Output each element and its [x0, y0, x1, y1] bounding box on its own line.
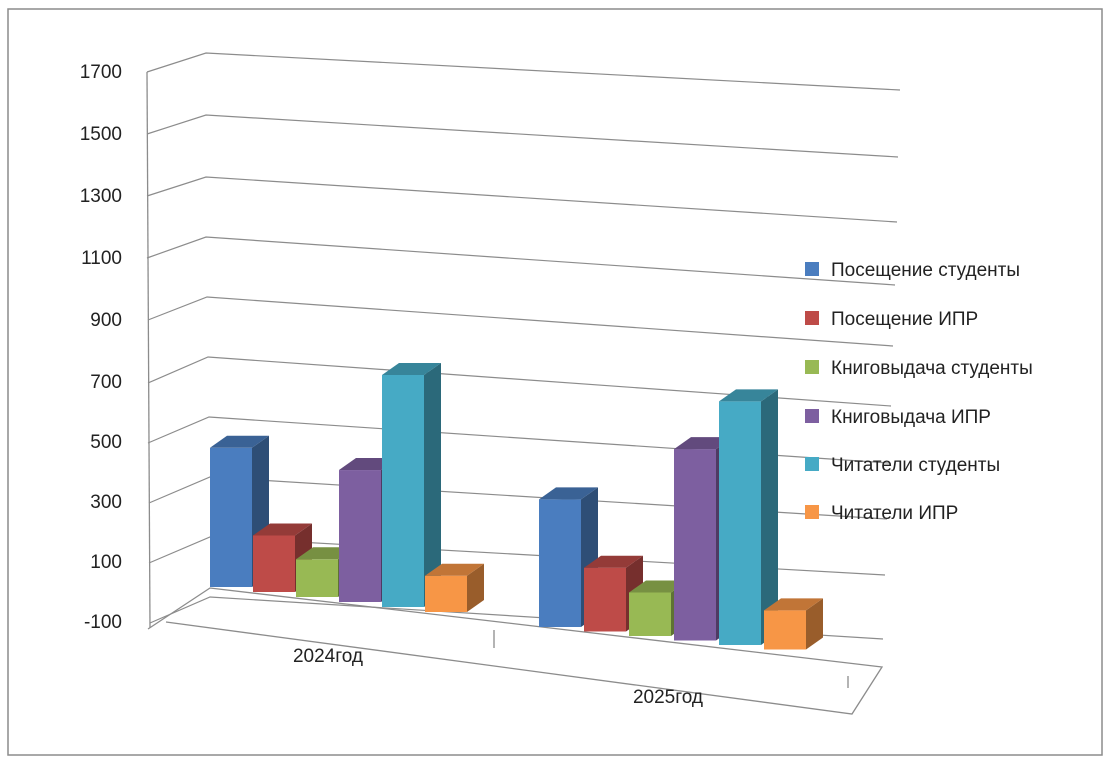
bar-top	[539, 487, 598, 500]
bar-top	[210, 435, 269, 448]
legend-swatch	[805, 360, 819, 374]
gridline	[147, 416, 890, 464]
y-tick-label: 100	[90, 552, 122, 573]
bars	[210, 363, 823, 650]
legend-swatch	[805, 505, 819, 519]
x-tick-label-2025: 2025год	[633, 687, 703, 708]
y-tick-label: 700	[90, 372, 122, 393]
bar-front	[425, 575, 467, 612]
floor-outline	[147, 587, 884, 715]
legend-swatch	[805, 311, 819, 325]
bar-front	[210, 447, 252, 587]
y-tick-label: 1300	[80, 186, 122, 207]
gridline	[147, 356, 892, 407]
bar-front	[253, 535, 295, 592]
y-tick-label: 900	[90, 310, 122, 331]
legend-swatch	[805, 409, 819, 423]
bar-top	[425, 563, 484, 576]
bar-front	[382, 375, 424, 607]
bar-side	[467, 563, 484, 612]
y-tick-label: 500	[90, 432, 122, 453]
bar	[719, 389, 778, 645]
gridline	[146, 236, 896, 286]
y-axis: 1700 1500 1300 1100 900 700 500 300 100 …	[80, 62, 122, 633]
y-tick-label: 1100	[81, 248, 122, 269]
bar	[584, 555, 643, 632]
bar-top	[584, 555, 643, 568]
bar-front	[719, 401, 761, 645]
bar-top	[629, 580, 688, 593]
legend-label: Читатели студенты	[831, 455, 1000, 476]
bar-top	[719, 389, 778, 402]
bar-front	[584, 567, 626, 632]
legend-swatch	[805, 262, 819, 276]
bar-side	[806, 598, 823, 650]
bar-side	[424, 363, 441, 607]
bar	[425, 563, 484, 612]
legend-label: Книговыдача студенты	[831, 358, 1033, 379]
legend-swatch	[805, 457, 819, 471]
legend-label: Читатели ИПР	[831, 503, 958, 524]
legend-label: Книговыдача ИПР	[831, 407, 991, 428]
gridline	[147, 296, 894, 347]
bar-front	[764, 610, 806, 650]
bar-front	[539, 499, 581, 627]
gridline	[146, 176, 898, 223]
bar-front	[674, 449, 716, 641]
y-tick-label: 1700	[80, 62, 122, 83]
legend: Посещение студенты Посещение ИПР Книговы…	[805, 260, 1033, 524]
x-tick-label-2024: 2024год	[293, 646, 363, 667]
y-tick-label: -100	[84, 612, 122, 633]
y-tick-label: 1500	[80, 124, 122, 145]
legend-label: Посещение студенты	[831, 260, 1020, 281]
left-wall-edge	[146, 71, 151, 629]
bar-side	[761, 389, 778, 645]
bar-top	[253, 523, 312, 536]
bar-top	[764, 598, 823, 611]
legend-label: Посещение ИПР	[831, 309, 978, 330]
bar	[382, 363, 441, 607]
bar-front	[629, 592, 671, 636]
bar-top	[674, 437, 733, 450]
bar-top	[382, 363, 441, 375]
bar-front	[296, 559, 338, 597]
gridline	[146, 52, 901, 91]
bar	[764, 598, 823, 650]
bar-front	[339, 470, 381, 602]
chart-walls	[146, 71, 884, 715]
gridline	[146, 114, 899, 158]
y-tick-label: 300	[90, 492, 122, 513]
